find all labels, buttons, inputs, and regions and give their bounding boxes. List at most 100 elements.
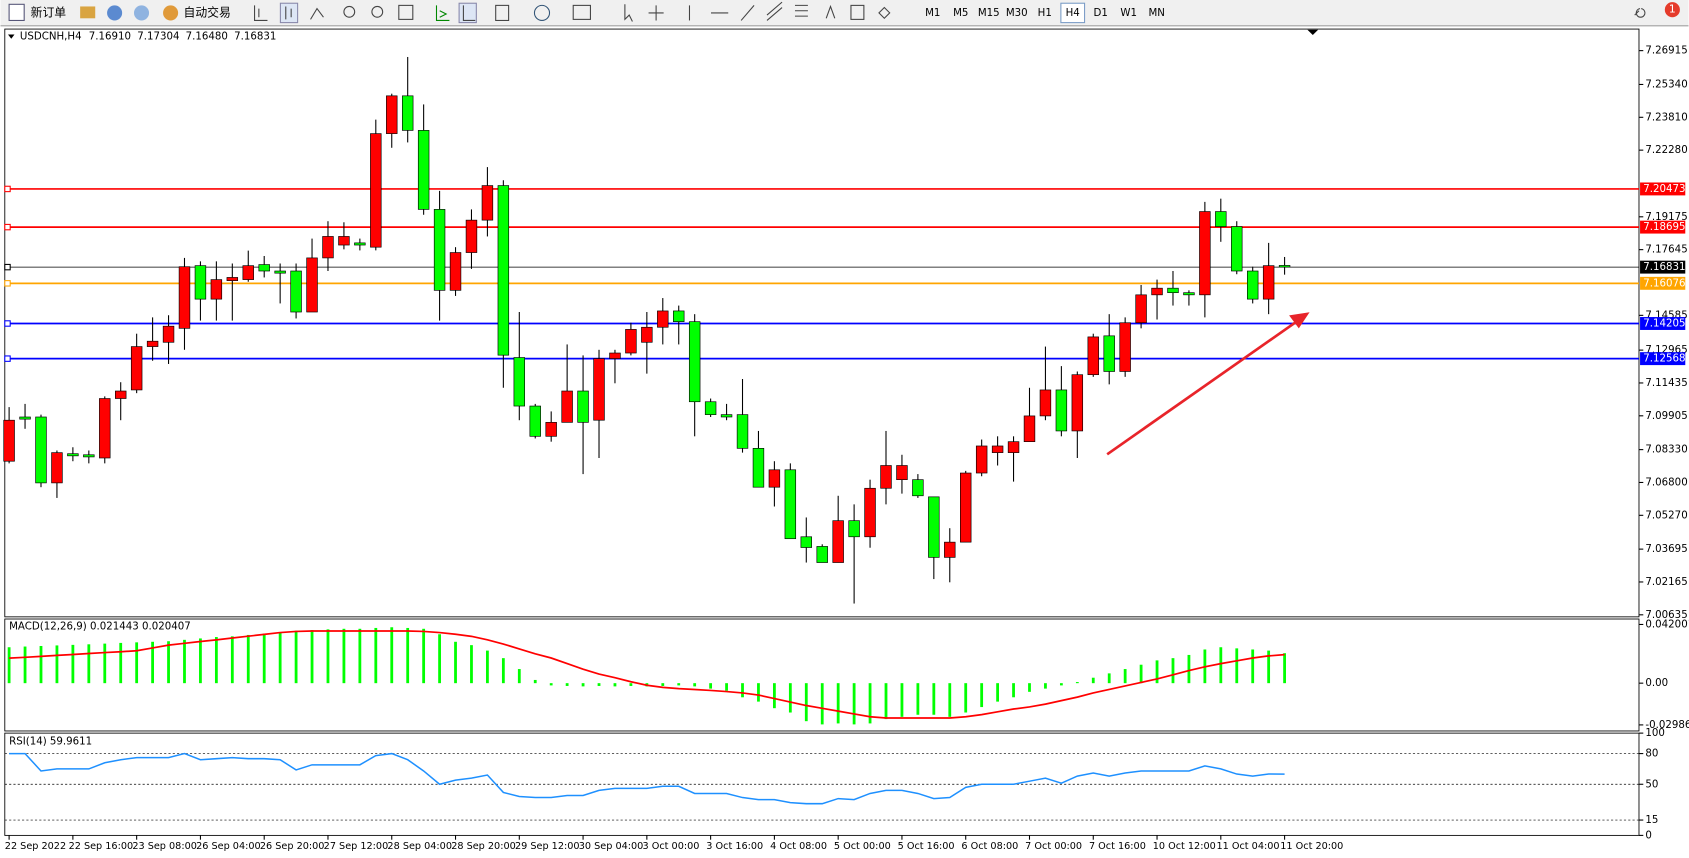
timeframe-button[interactable]: H4	[1060, 2, 1086, 24]
icon[interactable]	[80, 6, 96, 19]
icon[interactable]	[279, 2, 299, 24]
icon[interactable]	[371, 5, 384, 18]
icon[interactable]	[285, 6, 292, 20]
price-line-handle	[4, 223, 11, 231]
y-tick-label: 7.12965	[1645, 345, 1687, 356]
x-tick-label: 26 Sep 04:00	[196, 841, 261, 852]
icon[interactable]	[462, 5, 476, 21]
macd-bar	[565, 683, 569, 686]
candle-body	[497, 185, 510, 356]
icon[interactable]	[572, 4, 591, 20]
x-tick-label: 27 Sep 12:00	[324, 841, 389, 852]
icon[interactable]	[740, 5, 755, 21]
candle-body	[1231, 226, 1243, 272]
candle-body	[1023, 415, 1036, 443]
x-tick-label: 4 Oct 08:00	[770, 841, 827, 852]
icon[interactable]	[310, 7, 324, 20]
macd-bar	[1251, 649, 1255, 684]
timeframe-button[interactable]: M1	[925, 8, 940, 19]
timeframe-button[interactable]: D1	[1094, 8, 1108, 19]
icon[interactable]	[495, 4, 510, 21]
price-label: 7.14205	[1643, 318, 1685, 329]
x-tick-label: 5 Oct 16:00	[898, 841, 955, 852]
header-value: 7.16480	[186, 32, 228, 43]
x-tick-label: 5 Oct 00:00	[834, 841, 891, 852]
macd-bar	[629, 683, 633, 686]
macd-bar	[342, 628, 346, 684]
macd-bar	[486, 650, 489, 684]
macd-bar	[87, 644, 91, 684]
macd-bar	[1283, 653, 1286, 684]
price-label-box	[1640, 220, 1686, 234]
candle-body	[736, 414, 749, 449]
toolbar: 新订单 自动交易	[0, 0, 1689, 27]
y-tick-label: 0	[1645, 830, 1652, 841]
macd-bar	[7, 647, 11, 684]
notification-badge[interactable]	[1664, 2, 1680, 18]
y-tick-label: 7.08330	[1645, 445, 1687, 456]
icon[interactable]	[343, 5, 356, 18]
icon[interactable]	[533, 4, 551, 21]
candle-body	[832, 520, 844, 563]
y-tick-label: 7.09905	[1645, 411, 1687, 422]
candle-body	[258, 264, 270, 272]
candle-body	[19, 416, 31, 420]
candle-body	[465, 219, 478, 253]
macd-bar	[326, 629, 330, 684]
candle-body	[130, 346, 143, 391]
new-order-label: 新订单	[31, 5, 67, 19]
x-tick-label: 3 Oct 16:00	[706, 841, 763, 852]
icon[interactable]	[1634, 8, 1646, 18]
icon[interactable]	[435, 5, 450, 21]
y-tick-label: 7.03695	[1645, 544, 1687, 555]
timeframe-button[interactable]: W1	[1120, 8, 1137, 19]
timeframe-button[interactable]: H1	[1038, 8, 1052, 19]
icon[interactable]	[107, 5, 123, 21]
icon[interactable]	[133, 5, 150, 21]
x-tick-label: 30 Sep 04:00	[579, 841, 644, 852]
candle-body	[1215, 211, 1227, 227]
icon[interactable]	[766, 1, 783, 21]
macd-bar	[1059, 683, 1063, 686]
icon[interactable]	[254, 5, 268, 21]
icon[interactable]	[458, 2, 477, 24]
icon[interactable]	[398, 4, 414, 20]
icon[interactable]	[624, 4, 633, 22]
candle-body	[1135, 294, 1147, 324]
candle-body	[673, 310, 685, 322]
x-tick-label: 23 Sep 08:00	[132, 841, 197, 852]
candle-body	[306, 257, 318, 313]
macd-bar	[964, 683, 968, 713]
macd-bar	[549, 683, 553, 686]
macd-bar	[1187, 654, 1191, 684]
macd-bar	[868, 683, 872, 724]
icon[interactable]	[850, 4, 865, 20]
timeframe-label: MN	[1148, 8, 1164, 19]
timeframe-selected	[1060, 2, 1086, 24]
icon[interactable]	[825, 4, 836, 19]
candle-body	[561, 390, 573, 423]
y-tick-label: 7.23810	[1645, 112, 1687, 123]
timeframe-button[interactable]: MN	[1148, 8, 1164, 19]
macd-bar	[422, 628, 426, 684]
new-order-button[interactable]: 新订单	[8, 3, 67, 21]
icon[interactable]	[878, 6, 891, 20]
candle-body	[545, 422, 557, 437]
y-tick-label: 7.17645	[1645, 245, 1687, 256]
icon[interactable]	[648, 5, 664, 21]
price-label: 7.18695	[1643, 222, 1685, 233]
signal-line	[9, 630, 1285, 719]
macd-bar	[310, 630, 314, 684]
macd-bar	[772, 683, 776, 709]
candle-body	[880, 465, 892, 489]
price-label-box	[1640, 352, 1686, 366]
timeframe-button[interactable]: M30	[1006, 8, 1028, 19]
timeframe-button[interactable]: M15	[978, 8, 1000, 19]
macd-bar	[438, 634, 441, 684]
icon[interactable]	[794, 4, 808, 17]
y-tick-label: 15	[1645, 815, 1658, 826]
timeframe-button[interactable]: M5	[953, 8, 968, 19]
macd-bar	[262, 633, 266, 684]
auto-trading-button[interactable]: 自动交易	[163, 5, 231, 21]
candle-body	[1183, 292, 1195, 296]
